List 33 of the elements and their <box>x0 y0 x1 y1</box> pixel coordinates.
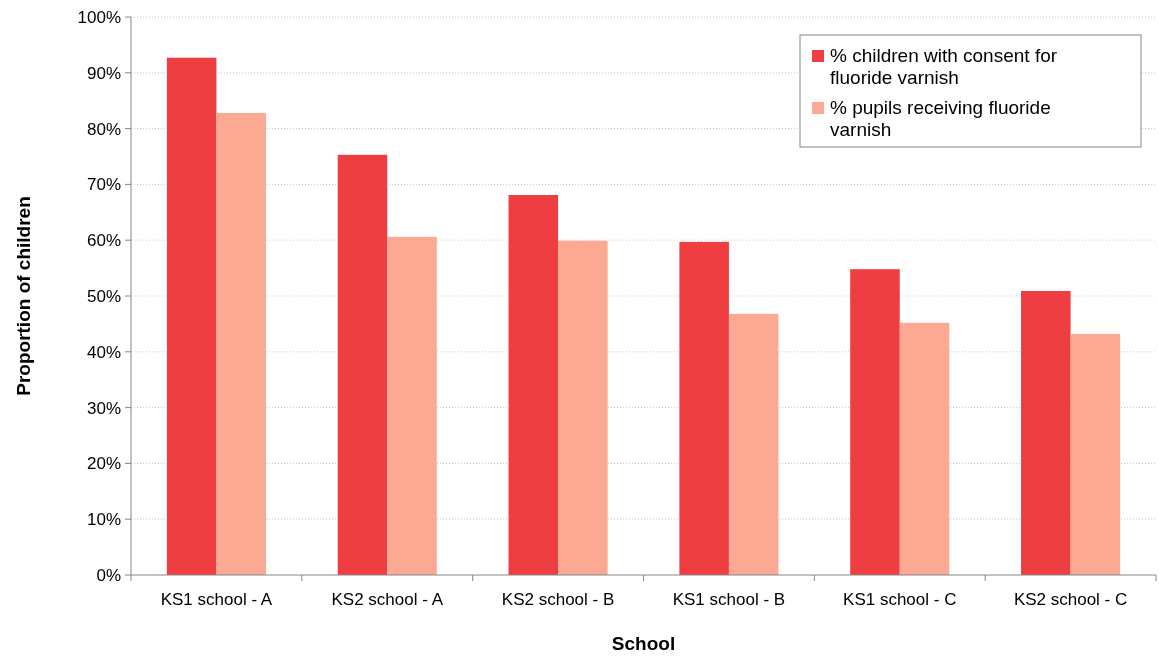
bar <box>728 313 779 575</box>
x-axis-title: School <box>611 633 676 654</box>
bar <box>899 322 950 575</box>
bar <box>850 269 900 575</box>
y-tick-label: 70% <box>86 175 121 195</box>
bar <box>679 241 729 575</box>
bar <box>508 195 559 575</box>
bar <box>1070 333 1121 575</box>
y-tick-label: 40% <box>86 342 121 362</box>
y-tick-label: 80% <box>86 119 121 139</box>
y-axis-title: Proportion of children <box>13 196 34 396</box>
x-tick-label: KS1 school - B <box>672 590 786 609</box>
bar <box>1021 290 1071 575</box>
bar <box>387 236 437 575</box>
bar <box>558 240 608 575</box>
legend-label: % pupils receiving fluoride varnish <box>830 97 1051 140</box>
bar <box>216 112 266 575</box>
y-tick-label: 0% <box>96 565 121 585</box>
legend-label: % children with consent for fluoride varnish <box>830 45 1058 88</box>
x-tick-label: KS2 school - A <box>331 590 444 609</box>
y-tick-label: 10% <box>86 510 121 530</box>
y-tick-label: 60% <box>86 231 121 251</box>
x-tick-label: KS2 school - B <box>501 590 615 609</box>
bar <box>337 154 388 575</box>
bar <box>166 57 217 575</box>
y-tick-label: 100% <box>77 7 121 27</box>
x-tick-label: KS1 school - A <box>160 590 273 609</box>
y-tick-label: 50% <box>86 286 121 306</box>
y-tick-label: 20% <box>86 454 121 474</box>
y-tick-label: 30% <box>86 398 121 418</box>
x-tick-label: KS1 school - C <box>843 590 957 609</box>
y-tick-label: 90% <box>86 63 121 83</box>
x-tick-label: KS2 school - C <box>1013 590 1128 609</box>
